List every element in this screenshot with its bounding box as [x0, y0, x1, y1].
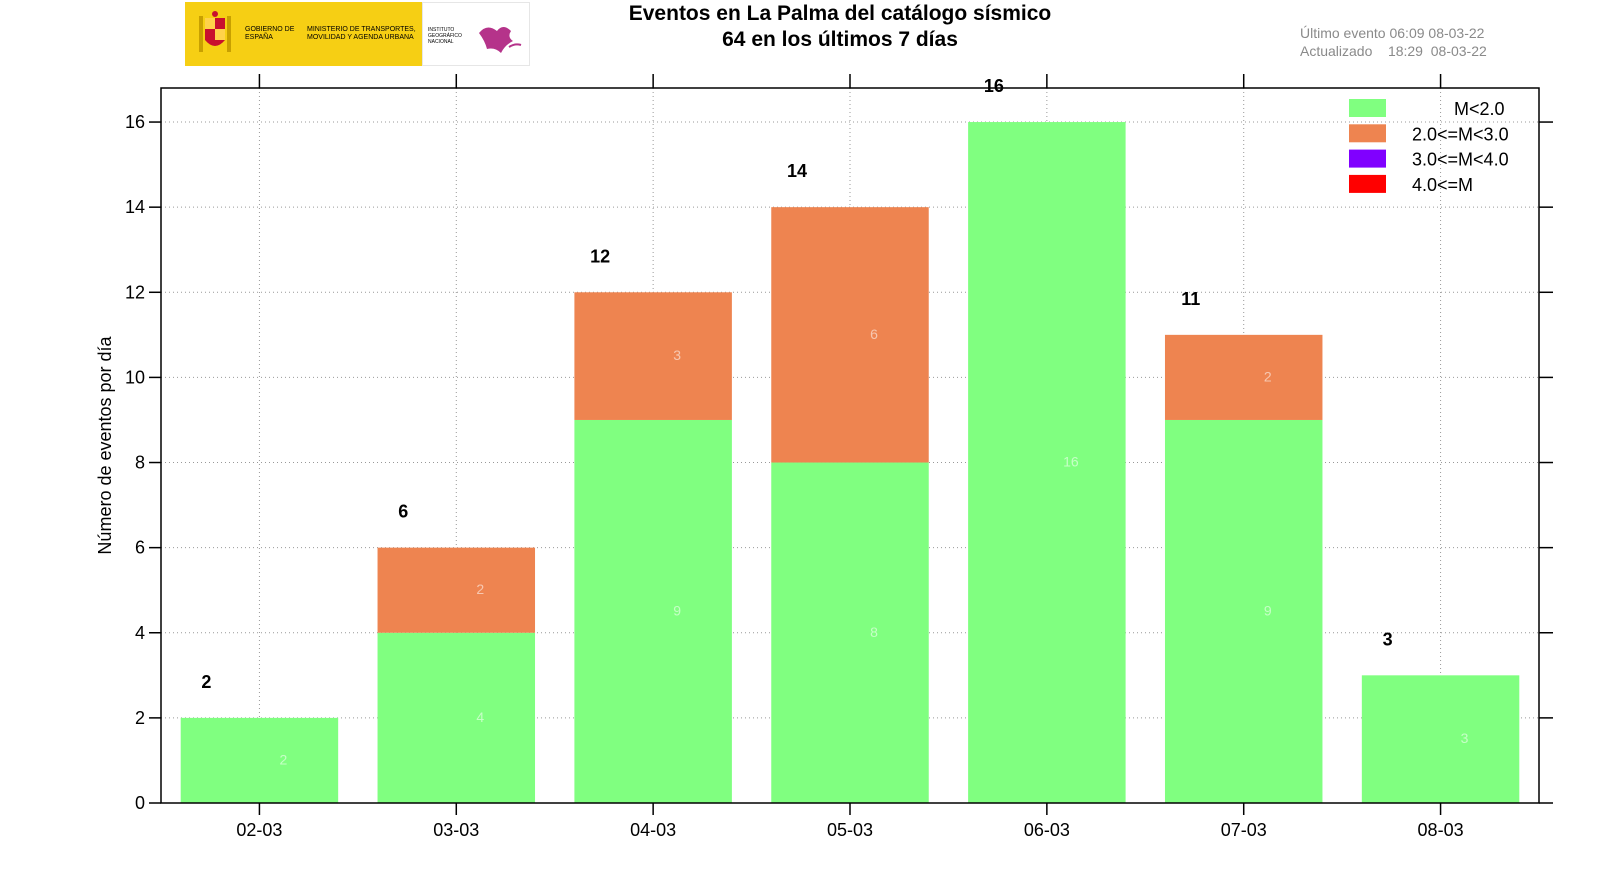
- y-tick-label: 14: [125, 197, 145, 217]
- segment-count-label: 16: [1063, 454, 1079, 470]
- x-tick-label: 07-03: [1221, 820, 1267, 840]
- y-tick-label: 4: [135, 623, 145, 643]
- bar-total-label: 3: [1383, 629, 1393, 649]
- legend-label: M<2.0: [1454, 99, 1505, 119]
- bar-segment-2: [771, 207, 929, 463]
- segment-count-label: 4: [476, 709, 484, 725]
- segment-count-label: 2: [280, 751, 288, 767]
- y-tick-label: 8: [135, 453, 145, 473]
- legend-swatch-2: [1349, 124, 1386, 143]
- segment-count-label: 3: [1461, 730, 1469, 746]
- legend-swatch-3: [1349, 149, 1386, 168]
- government-text: GOBIERNO DE ESPAÑA: [245, 26, 295, 41]
- legend-label: 2.0<=M<3.0: [1412, 124, 1509, 144]
- y-tick-label: 6: [135, 538, 145, 558]
- y-tick-label: 2: [135, 708, 145, 728]
- bar-total-label: 11: [1181, 289, 1200, 309]
- bar-segment-1: [1361, 675, 1520, 803]
- chart-subtitle: 64 en los últimos 7 días: [722, 28, 958, 51]
- segment-count-label: 2: [1264, 368, 1272, 384]
- bar-total-label: 14: [787, 161, 807, 181]
- bar-segment-2: [377, 547, 536, 633]
- segment-count-label: 6: [870, 326, 878, 342]
- bar-segment-2: [1164, 334, 1323, 420]
- x-tick-label: 04-03: [630, 820, 676, 840]
- y-tick-label: 0: [135, 793, 145, 813]
- ign-emblem-icon: [479, 27, 522, 53]
- ign-text: INSTITUTO GEOGRÁFICO NACIONAL: [428, 27, 462, 45]
- ign-logo: INSTITUTO GEOGRÁFICO NACIONAL: [422, 2, 530, 66]
- logo-bar: GOBIERNO DE ESPAÑA MINISTERIO DE TRANSPO…: [185, 2, 530, 66]
- bar-segment-2: [574, 292, 732, 420]
- bar-segment-1: [968, 122, 1126, 804]
- bar-segment-1: [180, 717, 339, 803]
- segment-count-label: 2: [476, 581, 484, 597]
- government-logo: GOBIERNO DE ESPAÑA MINISTERIO DE TRANSPO…: [185, 2, 422, 66]
- segment-count-label: 9: [673, 602, 681, 618]
- legend-label: 3.0<=M<4.0: [1412, 150, 1509, 170]
- y-tick-label: 12: [125, 282, 145, 302]
- segment-count-label: 9: [1264, 602, 1272, 618]
- legend-swatch-4: [1349, 174, 1386, 193]
- x-tick-label: 03-03: [433, 820, 479, 840]
- bar-segment-1: [1164, 419, 1323, 803]
- chart-title: Eventos en La Palma del catálogo sísmico: [628, 2, 1052, 25]
- x-tick-label: 05-03: [827, 820, 873, 840]
- x-tick-label: 08-03: [1418, 820, 1464, 840]
- bar-total-label: 6: [398, 502, 408, 522]
- ministry-text: MINISTERIO DE TRANSPORTES, MOVILIDAD Y A…: [307, 26, 416, 41]
- y-tick-label: 16: [125, 112, 145, 132]
- updated-text: Actualizado 18:29 08-03-22: [1300, 43, 1487, 59]
- bar-total-label: 16: [984, 76, 1004, 96]
- segment-count-label: 8: [870, 624, 878, 640]
- x-tick-label: 06-03: [1024, 820, 1070, 840]
- segment-count-label: 3: [673, 347, 681, 363]
- last-event-text: Último evento 06:09 08-03-22: [1300, 25, 1485, 41]
- bar-segment-1: [377, 632, 536, 803]
- legend-label: 4.0<=M: [1412, 175, 1473, 195]
- bar-total-label: 12: [590, 246, 610, 266]
- legend-swatch-1: [1349, 99, 1386, 117]
- x-tick-label: 02-03: [236, 820, 282, 840]
- y-tick-label: 10: [125, 367, 145, 387]
- y-axis-label: Número de eventos por día: [95, 335, 115, 554]
- bar-total-label: 2: [201, 672, 211, 692]
- bar-segment-1: [574, 419, 732, 803]
- bar-segment-1: [771, 462, 929, 803]
- spain-crest-icon: [199, 11, 231, 52]
